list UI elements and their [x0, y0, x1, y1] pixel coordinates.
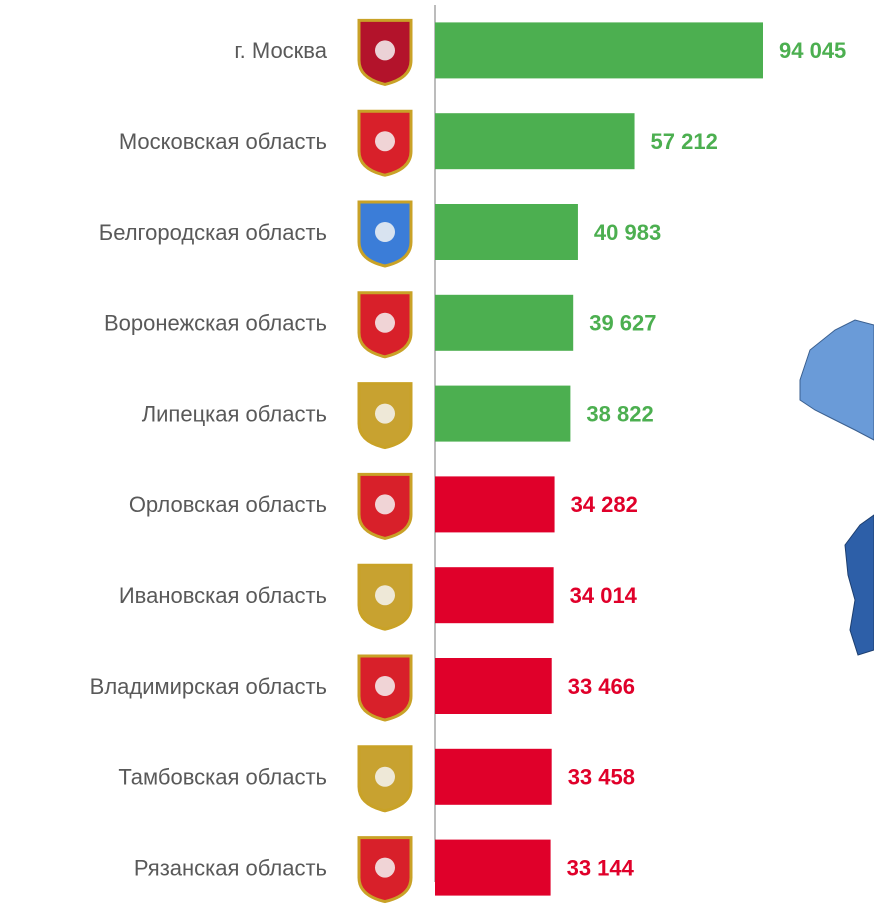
coat-of-arms: [357, 18, 413, 86]
value-label: 94 045: [779, 38, 846, 63]
emblem: [375, 494, 395, 515]
coat-of-arms: [357, 745, 413, 813]
category-label: Владимирская область: [90, 674, 327, 699]
bar: [435, 22, 763, 79]
category-label: г. Москва: [234, 38, 327, 63]
value-label: 40 983: [594, 220, 661, 245]
coat-of-arms: [357, 654, 413, 722]
emblem: [375, 857, 395, 878]
bar: [435, 658, 552, 714]
bar: [435, 204, 578, 260]
bar: [435, 476, 555, 533]
value-label: 33 458: [568, 765, 635, 790]
emblem: [375, 585, 395, 606]
category-label: Орловская область: [129, 492, 327, 517]
coat-of-arms: [357, 563, 413, 631]
coat-of-arms: [357, 109, 413, 177]
value-label: 57 212: [651, 129, 718, 154]
coat-of-arms: [357, 200, 413, 268]
value-label: 34 282: [571, 492, 638, 517]
category-label: Тамбовская область: [118, 765, 327, 790]
emblem: [375, 766, 395, 787]
category-label: Московская область: [119, 129, 327, 154]
emblem: [375, 312, 395, 333]
bar: [435, 385, 571, 442]
value-label: 34 014: [570, 583, 638, 608]
bar: [435, 294, 574, 351]
value-label: 38 822: [586, 401, 653, 426]
emblem: [375, 676, 395, 696]
bar: [435, 839, 551, 896]
coat-of-arms: [357, 836, 413, 904]
bar: [435, 567, 554, 624]
category-label: Воронежская область: [104, 311, 327, 336]
map-decoration: [799, 319, 874, 656]
category-label: Ивановская область: [119, 583, 327, 608]
value-label: 33 466: [568, 674, 635, 699]
emblem: [375, 222, 395, 242]
category-label: Белгородская область: [99, 220, 327, 245]
value-label: 33 144: [567, 855, 635, 880]
bar: [435, 113, 635, 170]
coat-of-arms: [357, 382, 413, 450]
category-label: Липецкая область: [142, 401, 327, 426]
emblem: [375, 40, 395, 61]
category-label: Рязанская область: [134, 855, 327, 880]
value-label: 39 627: [589, 311, 656, 336]
bar: [435, 748, 552, 805]
coat-of-arms: [357, 291, 413, 359]
coat-of-arms: [357, 472, 413, 540]
emblem: [375, 403, 395, 424]
emblem: [375, 131, 395, 152]
